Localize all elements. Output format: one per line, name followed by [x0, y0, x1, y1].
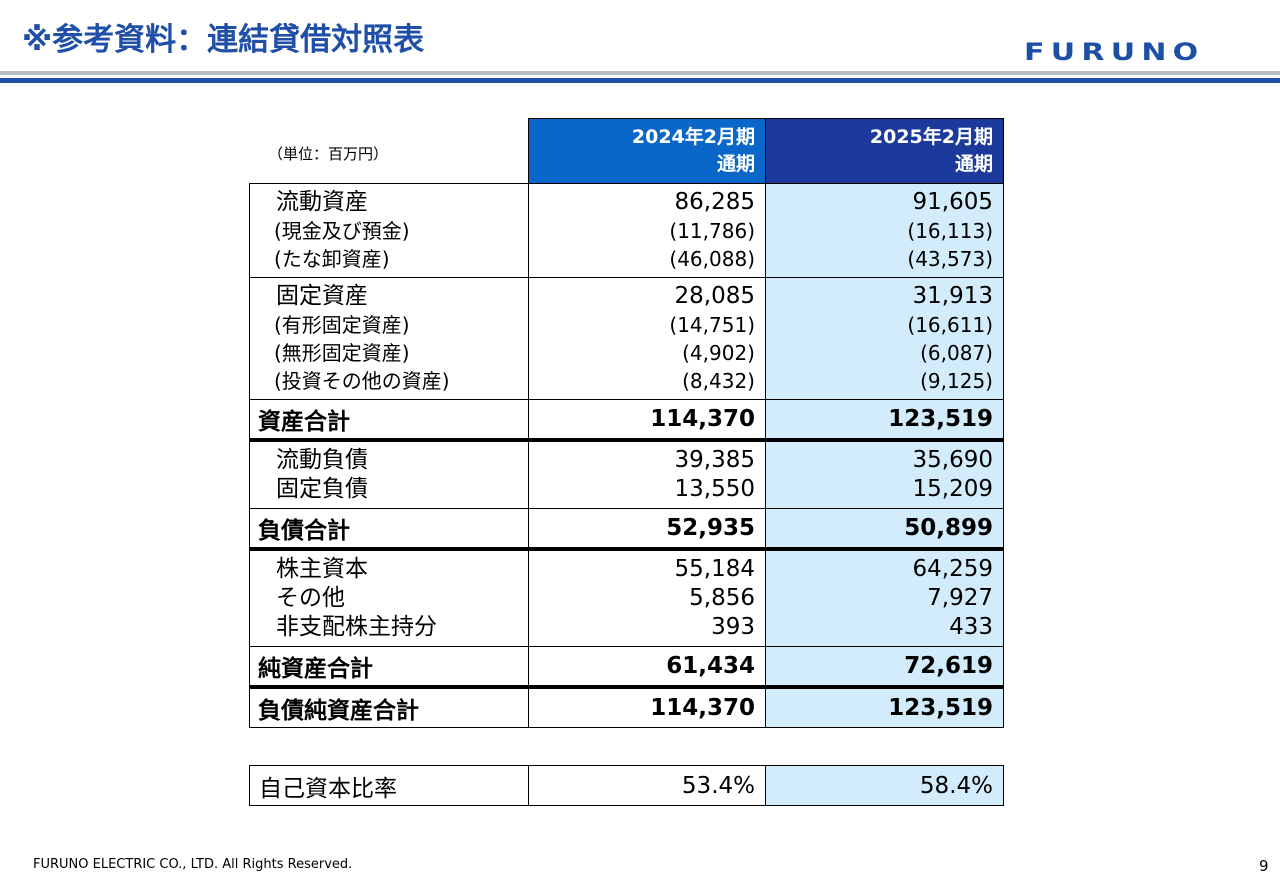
label: (現金及び預金): [274, 219, 410, 243]
item-block: 流動負債固定負債 39,385 13,550 35,690 15,209: [249, 439, 1004, 509]
ratio-table: 自己資本比率 53.4% 58.4%: [249, 765, 1004, 806]
total-value: 50,899: [765, 508, 1004, 551]
item-block: 固定資産 (有形固定資産) (無形固定資産) (投資その他の資産) 28,085 (14,…: [249, 277, 1004, 400]
total-label: 負債純資産合計: [249, 686, 529, 728]
column-header: 2024年2月期通期: [528, 118, 766, 184]
value: 39,385: [674, 447, 755, 473]
value: (6,087): [920, 341, 993, 365]
blank-cell: [250, 119, 529, 184]
total-value: 123,519: [765, 686, 1004, 728]
value-cell: 28,085 (14,751) (4,902) (8,432): [528, 277, 766, 400]
total-row: 資産合計 114,370 123,519: [249, 399, 1004, 442]
value: (16,113): [907, 219, 993, 243]
value-cell: 39,385 13,550: [528, 439, 766, 509]
value: 5,856: [689, 585, 755, 611]
header-line: 2025年2月期: [869, 126, 993, 148]
header-row: 2024年2月期 通期 2025年2月期 通期: [250, 118, 1004, 184]
total-row: 純資産合計 61,434 72,619: [249, 646, 1004, 689]
value: (14,751): [669, 313, 755, 337]
total-value: 52,935: [528, 508, 766, 551]
label: 流動負債: [276, 447, 368, 473]
ratio-row: 自己資本比率 53.4% 58.4%: [249, 765, 1004, 806]
value: (4,902): [682, 341, 755, 365]
label: 固定資産: [276, 283, 368, 309]
label: (無形固定資産): [274, 341, 410, 365]
rule: [0, 78, 1280, 83]
value: 433: [949, 614, 993, 640]
slide-title: ※参考資料：連結貸借対照表: [22, 22, 425, 58]
value: (16,611): [907, 313, 993, 337]
value: (11,786): [669, 219, 755, 243]
total-value: 114,370: [528, 686, 766, 728]
value: (8,432): [682, 369, 755, 393]
header-line: 2024年2月期: [631, 126, 755, 148]
value-cell: 31,913 (16,611) (6,087) (9,125): [765, 277, 1004, 400]
value: (43,573): [907, 247, 993, 271]
unit-note: （単位：百万円）: [268, 145, 389, 163]
value: 28,085: [674, 283, 755, 309]
value: 31,913: [912, 283, 993, 309]
header-line: 通期: [954, 153, 993, 175]
value: 7,927: [927, 585, 993, 611]
value-cell: 64,259 7,927 433: [765, 548, 1004, 647]
total-row: 負債純資産合計 114,370 123,519: [249, 686, 1004, 728]
value-cell: 35,690 15,209: [765, 439, 1004, 509]
label: 非支配株主持分: [276, 614, 437, 640]
header-line: 通期: [716, 153, 755, 175]
ratio-label: 自己資本比率: [249, 765, 529, 806]
total-row: 負債合計 52,935 50,899: [249, 508, 1004, 551]
label: 固定負債: [276, 476, 368, 502]
label-cell: 流動負債 固定負債: [249, 439, 529, 509]
total-value: 123,519: [765, 399, 1004, 442]
value: 35,690: [912, 447, 993, 473]
value-cell: 91,605 (16,113) (43,573): [765, 183, 1004, 278]
label-cell: 株主資本その他非支配株主持分: [249, 548, 529, 647]
value: (46,088): [669, 247, 755, 271]
total-label: 資産合計: [249, 399, 529, 442]
page-number: 9: [1259, 857, 1269, 875]
value-cell: 86,285 (11,786) (46,088): [528, 183, 766, 278]
label-cell: 流動資産 (現金及び預金) (たな卸資産): [249, 183, 529, 278]
label: 株主資本: [276, 556, 368, 582]
label: 流動資産: [276, 189, 368, 215]
label: (有形固定資産): [274, 313, 410, 337]
value: 55,184: [674, 556, 755, 582]
value: 86,285: [674, 189, 755, 215]
label: その他: [276, 585, 345, 611]
label: (たな卸資産): [274, 247, 390, 271]
column-header: 2025年2月期通期: [765, 118, 1004, 184]
total-label: 純資産合計: [249, 646, 529, 689]
value: (9,125): [920, 369, 993, 393]
total-value: 114,370: [528, 399, 766, 442]
item-block: 流動資産 (現金及び預金) (たな卸資産) 86,285 (11,786) (46,088…: [249, 183, 1004, 278]
value: 13,550: [674, 476, 755, 502]
item-block: 株主資本その他非支配株主持分 55,184 5,856 393 64,259 7,927 4…: [249, 548, 1004, 647]
copyright: FURUNO ELECTRIC CO., LTD. All Rights Res…: [33, 857, 353, 872]
ratio-value: 53.4%: [528, 765, 766, 806]
ratio-value: 58.4%: [765, 765, 1004, 806]
value: 64,259: [912, 556, 993, 582]
balance-sheet-table: 2024年2月期 通期 2025年2月期 通期 流動資産 (現金及び預金) (たな卸資産) 8…: [249, 118, 1004, 728]
logo: FURUNO: [1024, 38, 1205, 66]
value: 91,605: [912, 189, 993, 215]
total-value: 72,619: [765, 646, 1004, 689]
rule: [0, 71, 1280, 75]
value-cell: 55,184 5,856 393: [528, 548, 766, 647]
label: (投資その他の資産): [274, 369, 450, 393]
value: 15,209: [912, 476, 993, 502]
value: 393: [711, 614, 755, 640]
total-value: 61,434: [528, 646, 766, 689]
total-label: 負債合計: [249, 508, 529, 551]
label-cell: 固定資産 (有形固定資産) (無形固定資産) (投資その他の資産): [249, 277, 529, 400]
